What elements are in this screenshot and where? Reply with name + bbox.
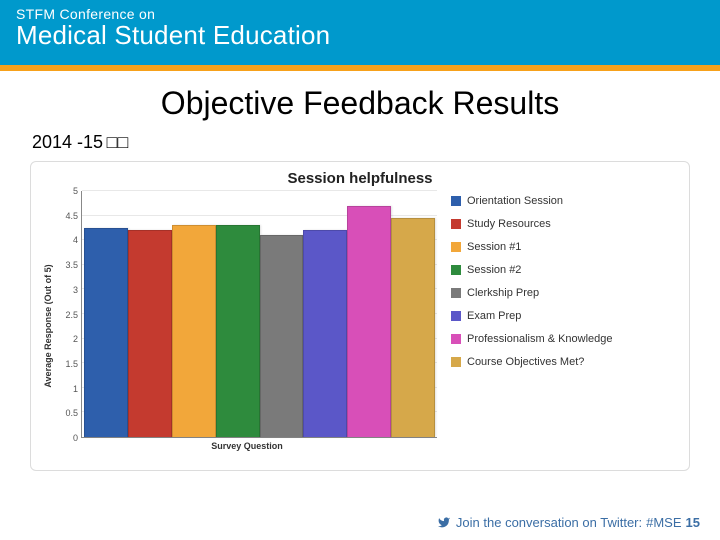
y-axis-label-wrap: Average Response (Out of 5) xyxy=(39,191,57,451)
chart-legend: Orientation Session Study Resources Sessio… xyxy=(437,191,681,451)
chart-container: Session helpfulness Average Response (Ou… xyxy=(30,161,690,471)
y-tick-label: 3.5 xyxy=(65,260,78,270)
legend-item: Study Resources xyxy=(451,218,679,230)
legend-swatch xyxy=(451,334,461,344)
legend-swatch xyxy=(451,357,461,367)
y-tick-label: 4.5 xyxy=(65,211,78,221)
legend-swatch xyxy=(451,196,461,206)
slide-header: STFM Conference on Medical Student Educa… xyxy=(0,0,720,65)
chart-bar xyxy=(347,206,391,437)
y-tick-label: 3 xyxy=(73,285,78,295)
year-label: 2014 -15 □□ xyxy=(32,132,692,153)
y-axis-label: Average Response (Out of 5) xyxy=(43,241,53,411)
chart-bar xyxy=(260,235,304,437)
footer-text: Join the conversation on Twitter: xyxy=(456,515,642,530)
legend-item: Clerkship Prep xyxy=(451,287,679,299)
legend-label: Course Objectives Met? xyxy=(467,356,584,368)
y-tick-label: 0.5 xyxy=(65,408,78,418)
legend-item: Exam Prep xyxy=(451,310,679,322)
chart-title: Session helpfulness xyxy=(39,170,681,187)
y-tick-label: 2 xyxy=(73,334,78,344)
legend-swatch xyxy=(451,242,461,252)
header-title-line: Medical Student Education xyxy=(16,20,704,51)
legend-label: Exam Prep xyxy=(467,310,521,322)
y-tick-label: 2.5 xyxy=(65,310,78,320)
chart-bar xyxy=(172,225,216,437)
legend-item: Course Objectives Met? xyxy=(451,356,679,368)
slide-content: Objective Feedback Results 2014 -15 □□ S… xyxy=(0,71,720,471)
legend-label: Clerkship Prep xyxy=(467,287,539,299)
legend-swatch xyxy=(451,288,461,298)
legend-item: Session #2 xyxy=(451,264,679,276)
chart-body: Average Response (Out of 5) 0 0.5 1 1.5 2 2.5… xyxy=(39,191,681,451)
chart-bar xyxy=(303,230,347,437)
chart-bar xyxy=(84,228,128,437)
legend-item: Orientation Session xyxy=(451,195,679,207)
bars-region xyxy=(81,191,437,438)
y-tick-label: 1 xyxy=(73,384,78,394)
slide-footer: Join the conversation on Twitter: #MSE 15 xyxy=(436,515,700,530)
legend-label: Session #2 xyxy=(467,264,521,276)
plot-wrap: 00.511.522.533.544.55 Survey Question xyxy=(57,191,437,451)
bars-group xyxy=(82,191,437,437)
y-tick-label: 1.5 xyxy=(65,359,78,369)
legend-label: Session #1 xyxy=(467,241,521,253)
plot-area: 00.511.522.533.544.55 xyxy=(57,191,437,438)
legend-label: Orientation Session xyxy=(467,195,563,207)
y-axis-ticks: 00.511.522.533.544.55 xyxy=(57,191,81,438)
legend-label: Professionalism & Knowledge xyxy=(467,333,613,345)
chart-bar xyxy=(216,225,260,437)
twitter-bird-icon xyxy=(436,516,452,529)
y-tick-label: 5 xyxy=(73,186,78,196)
y-tick-label: 0 xyxy=(73,433,78,443)
footer-suffix: 15 xyxy=(686,515,700,530)
chart-bar xyxy=(128,230,172,437)
chart-bar xyxy=(391,218,435,437)
legend-label: Study Resources xyxy=(467,218,551,230)
legend-swatch xyxy=(451,311,461,321)
legend-swatch xyxy=(451,219,461,229)
x-axis-label: Survey Question xyxy=(57,438,437,451)
legend-item: Professionalism & Knowledge xyxy=(451,333,679,345)
legend-item: Session #1 xyxy=(451,241,679,253)
y-tick-label: 4 xyxy=(73,235,78,245)
legend-swatch xyxy=(451,265,461,275)
page-title: Objective Feedback Results xyxy=(28,85,692,122)
footer-hashtag: #MSE xyxy=(646,515,681,530)
